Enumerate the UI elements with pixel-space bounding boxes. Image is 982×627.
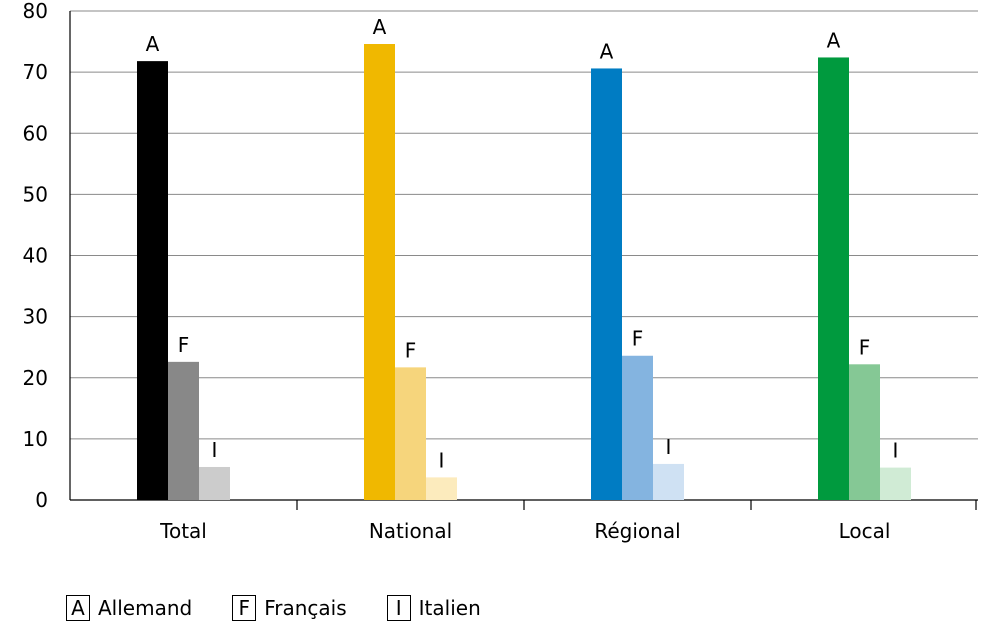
legend-item-italien: I Italien [386,595,481,621]
bar-data-label: F [178,333,190,357]
bar-data-label: F [405,338,417,362]
bar-total-français [168,361,199,500]
bar-data-label: A [827,28,841,52]
legend-label: Allemand [98,596,193,620]
x-category-label: Régional [594,519,680,543]
bar-data-label: I [212,438,218,462]
gridlines [70,10,978,440]
bar-total-italien [199,466,230,500]
y-tick-label: 40 [23,244,48,268]
bar-local-italien [880,467,911,500]
y-tick-label: 20 [23,366,48,390]
legend-item-allemand: A Allemand [66,595,192,621]
bar-data-label: A [373,15,387,39]
y-tick-label: 0 [35,488,48,512]
y-tick-label: 30 [23,305,48,329]
bar-national-français [395,367,426,500]
y-tick-label: 50 [23,182,48,206]
x-category-label: National [369,519,452,543]
bar-local-allemand [818,57,849,501]
bar-régional-allemand [591,68,622,501]
bar-national-allemand [364,44,395,500]
bar-national-italien [426,477,457,500]
bar-data-label: A [600,39,614,63]
x-category-label: Local [839,519,891,543]
bar-local-français [849,364,880,500]
bar-data-label: F [632,327,644,351]
x-axis: Total National Régional Local [70,499,978,543]
bar-chart: 0 10 20 30 40 50 60 70 80 Total National Régional L… [23,0,978,543]
legend-label: Italien [418,596,481,620]
y-tick-label: 10 [23,427,48,451]
x-category-label: Total [159,519,207,543]
bar-data-label: I [666,435,672,459]
legend-label: Français [264,596,347,620]
bar-régional-italien [653,463,684,500]
bar-data-label: I [439,448,445,472]
y-tick-label: 80 [23,0,48,23]
y-axis: 0 10 20 30 40 50 60 70 80 [23,0,71,512]
bar-régional-français [622,355,653,500]
legend-key-box: A [66,595,90,621]
legend-key-box: I [386,595,411,621]
legend-key-box: F [232,595,257,621]
data-labels: A F I A F I A F I A F I [146,15,899,472]
bar-data-label: I [893,439,899,463]
legend: A Allemand F Français I Italien [66,595,521,621]
legend-item-francais: F Français [232,595,347,621]
bar-total-allemand [137,61,168,501]
bar-data-label: F [859,335,871,359]
bar-data-label: A [146,32,160,56]
y-tick-label: 70 [23,60,48,84]
bars [137,44,911,501]
y-tick-label: 60 [23,121,48,145]
